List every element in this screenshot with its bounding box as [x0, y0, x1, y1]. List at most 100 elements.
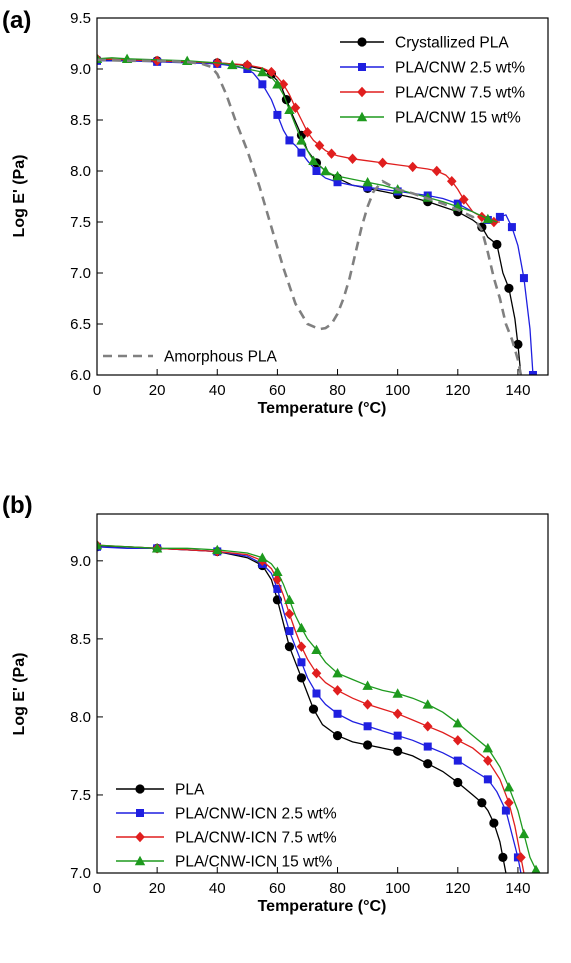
x-tick-label: 100 — [385, 880, 410, 897]
data-point — [495, 212, 504, 221]
legend-label: PLA/CNW 2.5 wt% — [395, 60, 525, 77]
data-point — [296, 641, 307, 652]
panel-b-label: (b) — [2, 492, 33, 519]
y-tick-label: 9.0 — [70, 553, 91, 570]
series-2 — [97, 56, 537, 375]
data-point — [297, 658, 306, 667]
data-point — [453, 777, 463, 788]
data-point — [407, 161, 418, 173]
x-tick-label: 140 — [505, 880, 530, 897]
y-tick-label: 7.5 — [70, 214, 91, 231]
data-point — [258, 80, 267, 89]
data-point — [503, 781, 515, 792]
x-tick-label: 100 — [385, 382, 410, 399]
legend-item: PLA/CNW-ICN 2.5 wt% — [116, 806, 337, 823]
data-point — [297, 148, 306, 157]
series-line — [97, 546, 507, 873]
data-point — [363, 740, 373, 750]
legend-marker — [356, 111, 368, 122]
data-point — [446, 176, 457, 187]
data-point — [314, 140, 325, 151]
legend-label: PLA — [175, 782, 205, 799]
data-point — [483, 755, 493, 766]
data-point — [347, 153, 358, 164]
y-tick-label: 9.0 — [70, 61, 91, 78]
data-point — [392, 708, 403, 719]
data-point — [285, 627, 294, 636]
data-point — [272, 566, 283, 576]
data-point — [311, 644, 322, 654]
data-point — [513, 339, 523, 349]
y-tick-label: 9.5 — [70, 10, 91, 27]
data-point — [492, 239, 502, 250]
data-point — [284, 642, 295, 652]
y-tick-label: 7.0 — [70, 265, 91, 282]
series-line — [97, 59, 522, 375]
data-point — [302, 127, 313, 138]
legend-item: PLA/CNW 7.5 wt% — [340, 85, 525, 102]
legend-marker — [358, 63, 366, 71]
panel-a-x-axis-title: Temperature (°C) — [258, 400, 387, 417]
data-point — [507, 223, 516, 232]
data-point — [423, 742, 432, 751]
data-point — [477, 798, 487, 808]
panel-b-plot-frame — [96, 513, 549, 874]
panel-a-y-axis-title: Log E' (Pa) — [11, 155, 28, 238]
panel-b-legend: PLA PLA/CNW-ICN 2.5 wt% PLA/CNW-ICN 7.5 wt… — [116, 782, 337, 871]
panel-b-x-axis-title: Temperature (°C) — [258, 898, 387, 915]
legend-item: PLA — [116, 782, 205, 799]
panel-a-ticks: 0 20 40 60 80 100 120 140 6.0 6.5 7.0 7.5 8.0 8.5 9.0 9… — [70, 10, 530, 399]
data-point — [308, 155, 319, 165]
legend-item: PLA/CNW-ICN 15 wt% — [116, 854, 333, 871]
data-point — [284, 608, 295, 620]
data-point — [528, 371, 537, 375]
x-tick-label: 0 — [93, 880, 101, 897]
data-point — [363, 183, 372, 192]
data-point — [518, 828, 530, 839]
panel-b: (b) 0 20 40 60 80 100 120 140 7.0 7.5 8.0 8.5 9.0 PL… — [2, 492, 549, 915]
data-point — [332, 685, 343, 696]
data-point — [482, 742, 494, 753]
x-tick-label: 20 — [149, 880, 166, 897]
data-point — [489, 216, 499, 228]
data-point — [296, 673, 307, 683]
data-point — [285, 136, 294, 145]
x-tick-label: 140 — [505, 382, 530, 399]
data-point — [453, 735, 463, 746]
data-point — [459, 194, 469, 205]
data-point — [284, 594, 295, 605]
data-point — [290, 102, 301, 113]
data-point — [531, 864, 541, 873]
y-tick-label: 8.5 — [70, 112, 91, 129]
data-point — [362, 680, 373, 690]
data-point — [266, 66, 277, 78]
y-tick-label: 6.0 — [70, 367, 91, 384]
data-point — [453, 756, 462, 765]
data-point — [489, 818, 499, 828]
data-point — [242, 59, 253, 71]
legend-item: Crystallized PLA — [340, 35, 509, 52]
series-5 — [97, 58, 523, 375]
data-point — [273, 584, 282, 593]
data-point — [423, 759, 433, 769]
y-tick-label: 8.0 — [70, 163, 91, 180]
legend-label: PLA/CNW-ICN 2.5 wt% — [175, 806, 337, 823]
data-point — [257, 552, 268, 562]
data-point — [501, 806, 510, 815]
data-point — [326, 148, 337, 159]
data-point — [212, 544, 223, 555]
data-point — [452, 717, 463, 728]
panel-a-series — [97, 53, 537, 375]
data-point — [483, 775, 492, 784]
legend-marker — [357, 37, 367, 47]
data-point — [312, 167, 321, 175]
data-point — [272, 79, 283, 89]
data-point — [296, 135, 307, 145]
legend-marker — [136, 809, 144, 817]
data-point — [482, 213, 494, 224]
data-point — [393, 746, 403, 756]
data-point — [362, 699, 373, 710]
data-point — [311, 668, 322, 679]
data-point — [296, 622, 307, 633]
x-tick-label: 40 — [209, 880, 226, 897]
